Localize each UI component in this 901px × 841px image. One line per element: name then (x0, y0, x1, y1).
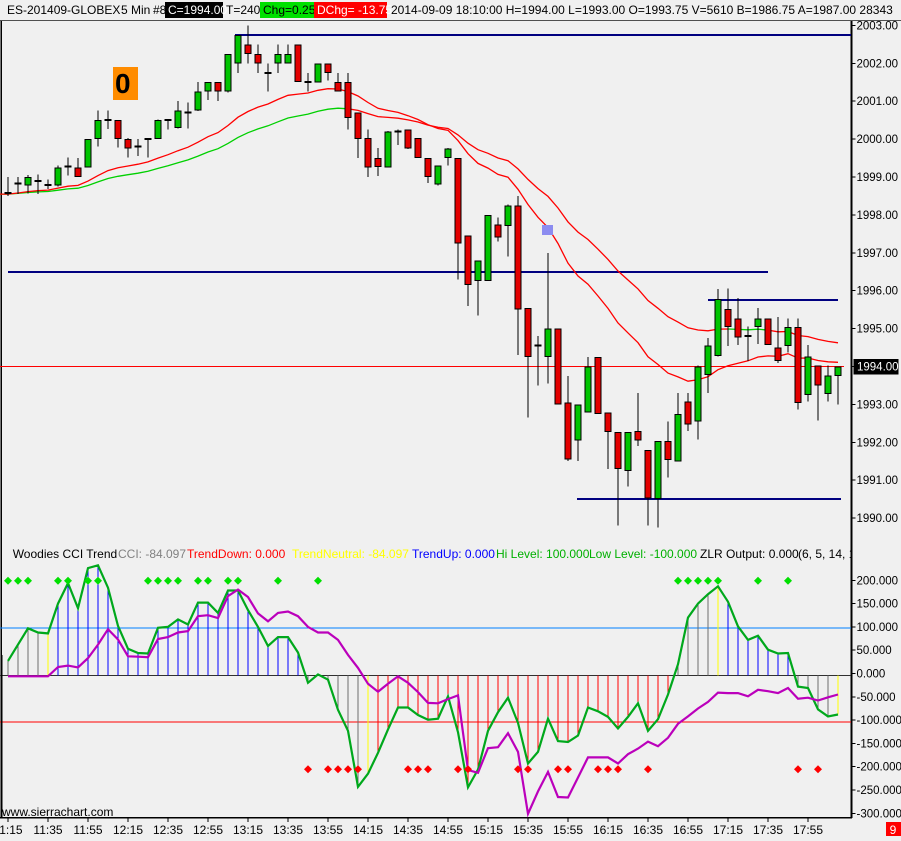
svg-text:200.000: 200.000 (857, 575, 899, 587)
svg-text:1991.00: 1991.00 (857, 475, 899, 487)
svg-text:16:15: 16:15 (593, 823, 623, 837)
svg-text:TrendNeutral: -84.097: TrendNeutral: -84.097 (292, 547, 409, 561)
svg-text:2003.00: 2003.00 (857, 20, 899, 32)
svg-text:0: 0 (115, 68, 131, 99)
svg-text:ES-201409-GLOBEX: ES-201409-GLOBEX (7, 3, 120, 17)
svg-text:1999.00: 1999.00 (857, 172, 899, 184)
svg-text:-200.000: -200.000 (857, 762, 901, 774)
svg-text:1996.00: 1996.00 (857, 286, 899, 298)
svg-text:13:55: 13:55 (313, 823, 343, 837)
svg-text:14:15: 14:15 (353, 823, 383, 837)
svg-text:15:35: 15:35 (513, 823, 543, 837)
svg-text:2002.00: 2002.00 (857, 58, 899, 70)
svg-text:150.000: 150.000 (857, 599, 899, 611)
svg-text:1992.00: 1992.00 (857, 437, 899, 449)
svg-text:TrendDown: 0.000: TrendDown: 0.000 (187, 547, 286, 561)
svg-text:1995.00: 1995.00 (857, 324, 899, 336)
svg-text:Hi Level: 100.000: Hi Level: 100.000 (496, 547, 590, 561)
svg-text:14:35: 14:35 (393, 823, 423, 837)
svg-text:-100.000: -100.000 (857, 715, 901, 727)
svg-text:1993.00: 1993.00 (857, 399, 899, 411)
svg-text:-300.000: -300.000 (857, 808, 901, 820)
svg-text:9: 9 (890, 823, 897, 837)
svg-text:0.000: 0.000 (857, 669, 886, 681)
svg-text:#8: #8 (153, 3, 167, 17)
svg-text:11:15: 11:15 (0, 823, 23, 837)
svg-text:Chg=0.25: Chg=0.25 (263, 3, 316, 17)
svg-text:17:15: 17:15 (713, 823, 743, 837)
svg-text:1998.00: 1998.00 (857, 210, 899, 222)
svg-text:T=240: T=240 (226, 3, 261, 17)
svg-text:ZLR Output: 0.000: ZLR Output: 0.000 (700, 547, 799, 561)
svg-text:TrendUp: 0.000: TrendUp: 0.000 (412, 547, 495, 561)
svg-text:14:55: 14:55 (433, 823, 463, 837)
svg-text:1994.00: 1994.00 (857, 362, 899, 374)
svg-text:15:15: 15:15 (473, 823, 503, 837)
svg-text:DChg= -13.75: DChg= -13.75 (317, 3, 392, 17)
svg-text:CCI: -84.097: CCI: -84.097 (118, 547, 186, 561)
svg-text:16:55: 16:55 (673, 823, 703, 837)
svg-text:11:35: 11:35 (33, 823, 62, 837)
svg-text:1990.00: 1990.00 (857, 513, 899, 525)
svg-text:Low Level: -100.000: Low Level: -100.000 (589, 547, 697, 561)
svg-text:2014-09-09 18:10:00 H=1994.00: 2014-09-09 18:10:00 H=1994.00 L=1993.00 … (391, 3, 893, 17)
svg-text:17:55: 17:55 (793, 823, 823, 837)
svg-text:2001.00: 2001.00 (857, 96, 899, 108)
svg-text:-150.000: -150.000 (857, 738, 901, 750)
svg-text:50.000: 50.000 (857, 645, 892, 657)
svg-text:-50.000: -50.000 (857, 692, 896, 704)
svg-text:12:35: 12:35 (153, 823, 183, 837)
svg-text:5 Min: 5 Min (121, 3, 150, 17)
svg-text:(6, 5, 14, 10: (6, 5, 14, 10 (798, 547, 862, 561)
svg-text:11:55: 11:55 (73, 823, 102, 837)
svg-text:17:35: 17:35 (753, 823, 783, 837)
svg-text:-250.000: -250.000 (857, 785, 901, 797)
svg-text:12:55: 12:55 (193, 823, 223, 837)
svg-text:100.000: 100.000 (857, 622, 899, 634)
svg-text:12:15: 12:15 (113, 823, 143, 837)
svg-text:1997.00: 1997.00 (857, 248, 899, 260)
svg-text:16:35: 16:35 (633, 823, 663, 837)
svg-text:Woodies CCI Trend: Woodies CCI Trend (13, 547, 118, 561)
svg-text:www.sierrachart.com: www.sierrachart.com (1, 805, 113, 819)
svg-text:15:55: 15:55 (553, 823, 583, 837)
svg-text:13:35: 13:35 (273, 823, 303, 837)
svg-text:C=1994.00: C=1994.00 (168, 3, 227, 17)
svg-text:13:15: 13:15 (233, 823, 263, 837)
svg-text:2000.00: 2000.00 (857, 134, 899, 146)
